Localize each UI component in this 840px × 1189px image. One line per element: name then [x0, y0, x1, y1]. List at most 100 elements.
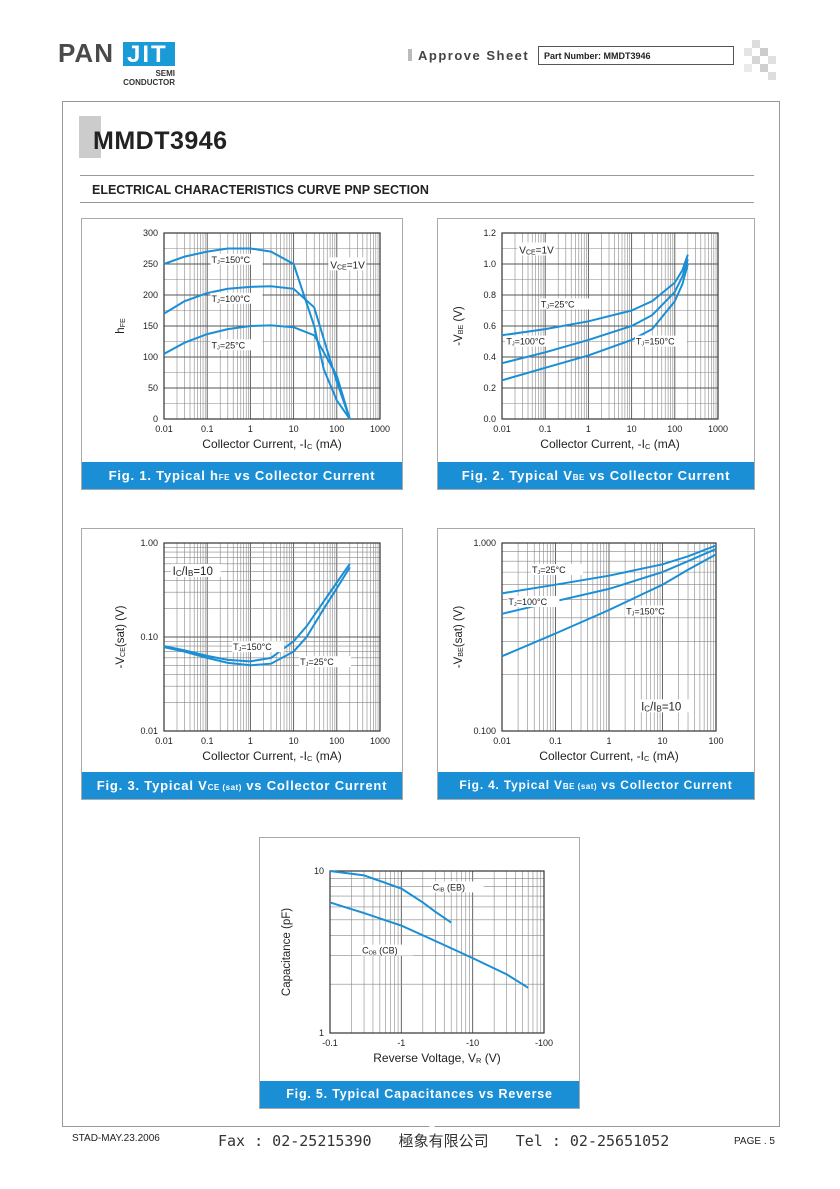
- y-axis-label: -VBE (V): [453, 306, 465, 346]
- svg-text:CONDUCTOR: CONDUCTOR: [123, 78, 175, 87]
- plot-border: [163, 232, 381, 420]
- svg-text:SEMI: SEMI: [155, 69, 175, 78]
- y-tick-label: 300: [143, 228, 158, 238]
- caption-subscript: BE: [572, 473, 585, 482]
- series-label-bg: [210, 292, 263, 304]
- figure-1-caption: Fig. 1. Typical hFE vs Collector Current: [82, 462, 402, 489]
- x-tick-label: -0.1: [322, 1038, 338, 1048]
- series-label: TJ=25°C: [300, 657, 334, 668]
- x-tick-label: 0.1: [549, 736, 562, 746]
- series-line: [329, 901, 529, 989]
- plot-area: -0.1 -1 -10 -100 1 10 Reverse Voltage, VR (V) C…: [281, 866, 553, 1065]
- series-label: TJ=100°C: [506, 337, 545, 348]
- footer-date: STAD-MAY.23.2006: [72, 1133, 160, 1144]
- part-number-box: Part Number: MMDT3946: [538, 46, 734, 65]
- series-label-bg: [634, 335, 687, 347]
- divider: [80, 202, 754, 203]
- footer-contact: Fax : 02-25215390 極象有限公司 Tel : 02-256510…: [218, 1132, 670, 1150]
- x-tick-label: 100: [708, 736, 723, 746]
- title-accent-bar: [79, 116, 101, 158]
- y-tick-label: 250: [143, 259, 158, 269]
- divider: [80, 175, 754, 176]
- series-label-bg: [299, 656, 352, 668]
- caption-text: Fig. 1. Typical h: [108, 468, 219, 483]
- y-tick-label: 0: [153, 414, 158, 424]
- x-tick-label: 10: [289, 424, 299, 434]
- x-axis-label: Reverse Voltage, VR (V): [373, 1051, 500, 1065]
- caption-subscript: CE (sat): [207, 783, 242, 792]
- x-tick-label: 0.1: [539, 424, 552, 434]
- y-axis-label: hFE: [115, 318, 127, 334]
- series-label-bg: [210, 339, 263, 351]
- x-tick-label: 1: [248, 424, 253, 434]
- y-tick-label: 10: [314, 866, 324, 876]
- series-line: [163, 285, 351, 420]
- page-title: MMDT3946: [93, 127, 228, 155]
- x-tick-label: 1: [248, 736, 253, 746]
- x-tick-label: 0.01: [155, 736, 173, 746]
- series-label: TJ=150°C: [212, 255, 251, 266]
- caption-text: vs Collector Current: [230, 468, 376, 483]
- chart-annotation: IC/IB=10: [173, 566, 213, 578]
- figure-3-caption: Fig. 3. Typical VCE (sat) vs Collector C…: [82, 772, 402, 799]
- series-label-bg: [530, 564, 583, 576]
- x-tick-label: 1: [586, 424, 591, 434]
- series-label-bg: [210, 253, 263, 265]
- series-label-bg: [431, 881, 484, 893]
- series-line: [163, 566, 351, 667]
- y-tick-label: 1.00: [140, 538, 158, 548]
- series-line: [501, 544, 717, 595]
- series-label: TJ=25°C: [212, 340, 246, 351]
- checker-pattern-icon: [744, 40, 776, 80]
- svg-text:PAN: PAN: [58, 38, 114, 68]
- x-tick-label: 1000: [370, 424, 390, 434]
- chart-annotation: VCE=1V: [519, 245, 554, 256]
- plot-area: 0.01 0.1 1 10 100 1000 0.01 0.10 1.00 Collector C…: [115, 538, 390, 763]
- series-label-bg: [361, 944, 414, 956]
- x-tick-label: 1000: [370, 736, 390, 746]
- series-label: TJ=150°C: [636, 337, 675, 348]
- annotation-bg: [517, 242, 556, 256]
- series-line: [501, 254, 689, 337]
- series-label: TJ=150°C: [233, 642, 272, 653]
- plot-area: 0.01 0.1 1 10 100 1000 0 50 100 150 200 250 300 Colle…: [115, 228, 390, 451]
- caption-text: Fig. 3. Typical V: [96, 778, 208, 793]
- x-tick-label: -100: [535, 1038, 553, 1048]
- x-tick-label: -10: [466, 1038, 479, 1048]
- x-tick-label: 1000: [708, 424, 728, 434]
- figure-5-panel: -0.1 -1 -10 -100 1 10 Reverse Voltage, VR (V) C…: [259, 837, 580, 1128]
- series-line: [163, 247, 351, 420]
- y-tick-label: 50: [148, 383, 158, 393]
- series-label: TJ=100°C: [508, 597, 547, 608]
- figure-3-panel: 0.01 0.1 1 10 100 1000 0.01 0.10 1.00 Collector C…: [81, 528, 403, 800]
- y-tick-label: 0.6: [483, 321, 496, 331]
- plot-border: [163, 542, 381, 732]
- x-tick-label: 0.01: [493, 736, 511, 746]
- series-label: TJ=150°C: [626, 606, 665, 617]
- x-axis-label: Collector Current, -IC (mA): [540, 437, 679, 451]
- x-tick-label: 0.1: [201, 424, 214, 434]
- y-tick-label: 1.0: [483, 259, 496, 269]
- caption-subscript: FE: [218, 473, 230, 482]
- caption-text: Fig. 5. Typical Capacitances vs Reverse …: [286, 1087, 553, 1128]
- panjit-logo: PAN JIT SEMI CONDUCTOR: [58, 38, 188, 94]
- series-line: [329, 870, 452, 924]
- y-tick-label: 1.000: [473, 538, 496, 548]
- caption-text: vs Collector Current: [597, 778, 733, 792]
- y-tick-label: 1: [319, 1028, 324, 1038]
- caption-text: vs Collector Current: [241, 778, 388, 793]
- annotation-bg: [170, 563, 221, 577]
- y-axis-label: -VCE(sat) (V): [115, 605, 127, 668]
- chart-annotation: IC/IB=10: [641, 701, 681, 713]
- series-label-bg: [625, 605, 678, 617]
- x-tick-label: 0.01: [493, 424, 511, 434]
- chart-capacitance-vs-vr: -0.1 -1 -10 -100 1 10 Reverse Voltage, VR (V) C…: [281, 866, 553, 1065]
- x-tick-label: 100: [667, 424, 682, 434]
- series-line: [501, 258, 689, 365]
- plot-border: [501, 232, 719, 420]
- chart-vbe-vs-ic: 0.01 0.1 1 10 100 1000 0.0 0.2 0.4 0.6 0.8 1.0 1.2 Co…: [453, 228, 728, 451]
- plot-border: [501, 542, 717, 732]
- chart-annotation: VCE=1V: [330, 260, 365, 271]
- series-label-bg: [539, 298, 592, 310]
- x-tick-label: 100: [329, 736, 344, 746]
